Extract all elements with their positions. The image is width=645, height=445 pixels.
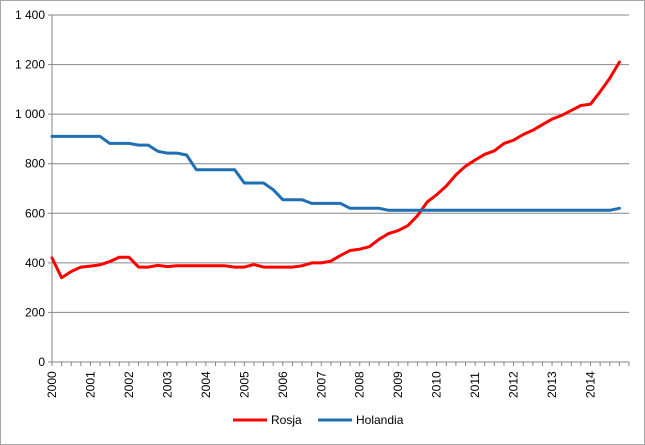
x-axis-ticks: 2000 2001 2002 2003 2004 2005 2006 2007 2008 2009… [45,362,630,398]
x-tick-label: 2002 [122,371,136,398]
y-tick-label: 400 [25,256,45,270]
series-lines [50,60,621,280]
x-tick-label: 2009 [391,371,405,398]
x-tick-label: 2013 [545,371,559,398]
y-tick-label: 1 000 [15,107,45,121]
legend: Rosja Holandia [233,413,404,427]
y-tick-label: 0 [38,355,45,369]
x-tick-label: 2001 [83,371,97,398]
y-tick-label: 1 200 [15,58,45,72]
x-tick-label: 2000 [45,371,59,398]
legend-label: Holandia [356,413,404,427]
x-tick-label: 2014 [584,371,598,398]
y-tick-label: 800 [25,157,45,171]
x-tick-label: 2004 [199,371,213,398]
x-tick-label: 2010 [430,371,444,398]
x-tick-label: 2005 [237,371,251,398]
x-tick-label: 2006 [276,371,290,398]
y-axis-ticks: 0 200 400 600 800 1 000 1 200 1 400 [15,8,52,369]
y-tick-label: 1 400 [15,8,45,22]
y-tick-label: 200 [25,305,45,319]
x-tick-label: 2003 [160,371,174,398]
legend-label: Rosja [271,413,302,427]
x-tick-label: 2011 [468,372,482,398]
x-tick-label: 2008 [353,371,367,398]
series-line-rosja [50,60,621,280]
x-tick-label: 2007 [314,371,328,398]
axes [51,15,629,363]
series-line-holandia [50,134,621,212]
y-tick-label: 600 [25,206,45,220]
x-tick-label: 2012 [507,371,521,398]
gridlines [52,14,629,313]
